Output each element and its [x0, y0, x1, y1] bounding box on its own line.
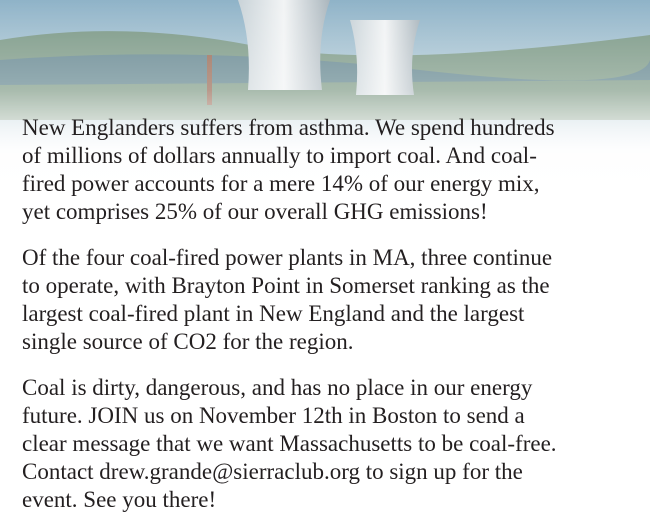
- text-line: yet comprises 25% of our overall GHG emi…: [22, 198, 642, 226]
- page: {"paragraphs": [ {"lines": ["New England…: [0, 0, 650, 525]
- paragraph: Of the four coal-fired power plants in M…: [22, 244, 642, 356]
- text-line: largest coal-fired plant in New England …: [22, 300, 642, 328]
- text-line: Coal is dirty, dangerous, and has no pla…: [22, 374, 642, 402]
- text-line: New Englanders suffers from asthma. We s…: [22, 114, 642, 142]
- text-line: of millions of dollars annually to impor…: [22, 142, 642, 170]
- text-line: event. See you there!: [22, 486, 642, 514]
- paragraph: New Englanders suffers from asthma. We s…: [22, 114, 642, 226]
- text-line: to operate, with Brayton Point in Somers…: [22, 272, 642, 300]
- paragraph: Coal is dirty, dangerous, and has no pla…: [22, 374, 642, 514]
- text-line: Contact drew.grande@sierraclub.org to si…: [22, 458, 642, 486]
- text-line: fired power accounts for a mere 14% of o…: [22, 170, 642, 198]
- text-line: single source of CO2 for the region.: [22, 328, 642, 356]
- text-line: Of the four coal-fired power plants in M…: [22, 244, 642, 272]
- text-line: clear message that we want Massachusetts…: [22, 430, 642, 458]
- text-line: future. JOIN us on November 12th in Bost…: [22, 402, 642, 430]
- body-text: New Englanders suffers from asthma. We s…: [22, 114, 642, 532]
